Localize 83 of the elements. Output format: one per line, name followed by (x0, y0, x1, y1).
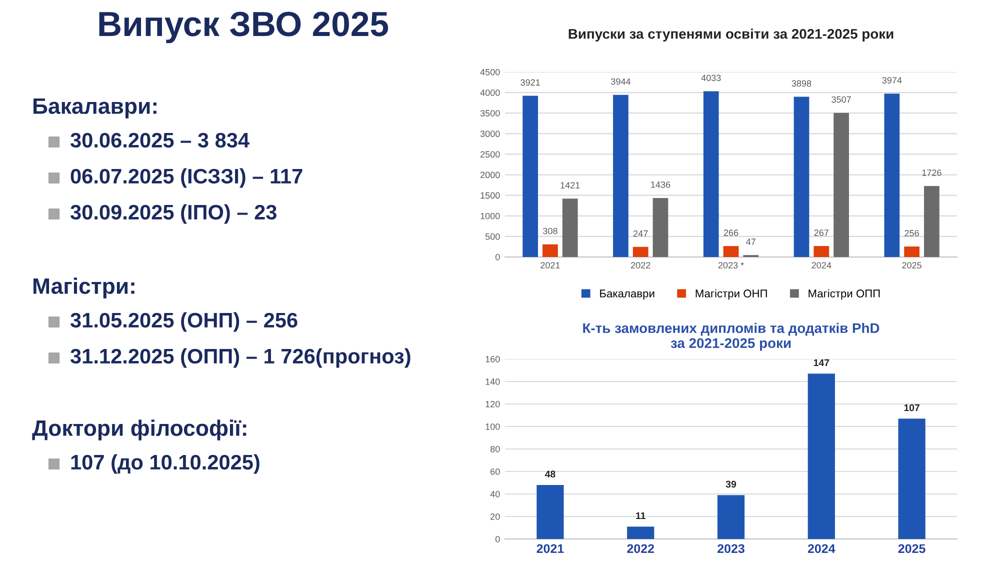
x-tick-label: 2021 (536, 544, 564, 554)
text: 31.12.2025 (ОПП) – 1 726(прогноз) (70, 348, 410, 368)
data-label: 48 (544, 470, 556, 478)
text: 31.05.2025 (ОНП) – 256 (70, 312, 298, 332)
y-tick-label: 40 (490, 490, 500, 498)
chart-title: К-ть замовлених дипломів та додатків PhD за 2021-2025 роки (583, 322, 880, 351)
bar (703, 91, 719, 257)
x-tick-label: 2024 (812, 262, 832, 268)
y-tick-label: 1000 (480, 212, 500, 220)
y-tick-label: 0 (495, 254, 500, 260)
y-tick-label: 120 (486, 400, 500, 408)
data-label: 3974 (882, 77, 902, 84)
bar (717, 495, 745, 539)
x-tick-label: 2025 (902, 262, 922, 268)
bar (808, 374, 835, 539)
x-tick-label: 2022 (627, 544, 654, 554)
bar (536, 485, 564, 539)
data-label: 3944 (611, 78, 630, 85)
text: 30.06.2025 – 3 834 (70, 132, 250, 148)
bar (522, 96, 538, 257)
y-tick-label: 500 (485, 233, 500, 240)
data-label: 266 (724, 230, 738, 236)
x-tick-label: 2025 (898, 544, 926, 554)
bar (834, 112, 849, 257)
data-label: 267 (814, 230, 828, 236)
x-tick-label: 2023 * (718, 262, 744, 268)
bar (924, 186, 940, 257)
data-label: 1421 (560, 182, 580, 188)
bar (613, 94, 628, 257)
legend-label: Магістри ОНП (696, 289, 767, 300)
chart-title: Випуски за ступенями освіти за 2021-2025 роки (568, 28, 894, 42)
y-tick-label: 20 (490, 513, 500, 520)
y-tick-label: 80 (490, 446, 500, 452)
text: Випуск ЗВО 2025 (99, 12, 388, 44)
data-label: 47 (746, 238, 756, 245)
y-tick-label: 2500 (480, 151, 500, 158)
bar (794, 96, 810, 257)
bar (632, 246, 648, 257)
bar (542, 244, 558, 257)
text: Бакалаври: (33, 98, 156, 118)
y-tick-label: 60 (490, 468, 500, 475)
data-label: 39 (726, 480, 736, 488)
data-label: 1436 (651, 181, 670, 188)
bar (627, 526, 654, 539)
text: Магістри: (33, 278, 134, 298)
text: 06.07.2025 (ІСЗЗІ) – 117 (70, 168, 302, 188)
bar (884, 94, 900, 257)
bar (814, 246, 830, 257)
data-label: 107 (904, 404, 920, 412)
y-tick-label: 160 (486, 356, 500, 362)
x-tick-label: 2023 (718, 544, 744, 554)
bar (652, 198, 668, 257)
bar (723, 246, 739, 257)
data-label: 11 (636, 512, 646, 520)
y-tick-label: 140 (486, 378, 500, 385)
data-label: 147 (814, 359, 830, 366)
x-tick-label: 2024 (808, 544, 836, 554)
data-label: 1726 (922, 170, 942, 176)
y-tick-label: 1500 (480, 192, 500, 199)
bar (898, 418, 926, 539)
data-label: 3507 (832, 96, 851, 103)
y-tick-label: 3000 (480, 130, 500, 138)
x-tick-label: 2022 (631, 262, 650, 268)
y-tick-label: 3500 (480, 110, 500, 116)
y-tick-label: 4000 (480, 90, 500, 96)
y-tick-label: 0 (495, 536, 500, 542)
data-label: 256 (904, 230, 919, 236)
legend-label: Бакалаври (600, 290, 654, 300)
data-label: 247 (634, 230, 648, 237)
y-tick-label: 4500 (480, 68, 500, 76)
x-tick-label: 2021 (540, 262, 560, 268)
bar (562, 198, 578, 257)
bar (904, 246, 920, 257)
data-label: 3898 (792, 80, 812, 87)
text: Доктори філософії: (32, 420, 246, 440)
legend-label: Магістри ОПП (808, 289, 880, 300)
data-label: 3921 (520, 79, 540, 86)
text: 107 (до 10.10.2025) (71, 454, 260, 474)
data-label: 4033 (701, 74, 721, 82)
text: 30.09.2025 (ІПО) – 23 (70, 204, 276, 224)
data-label: 308 (543, 228, 558, 234)
y-tick-label: 2000 (480, 172, 500, 178)
y-tick-label: 100 (486, 423, 500, 430)
